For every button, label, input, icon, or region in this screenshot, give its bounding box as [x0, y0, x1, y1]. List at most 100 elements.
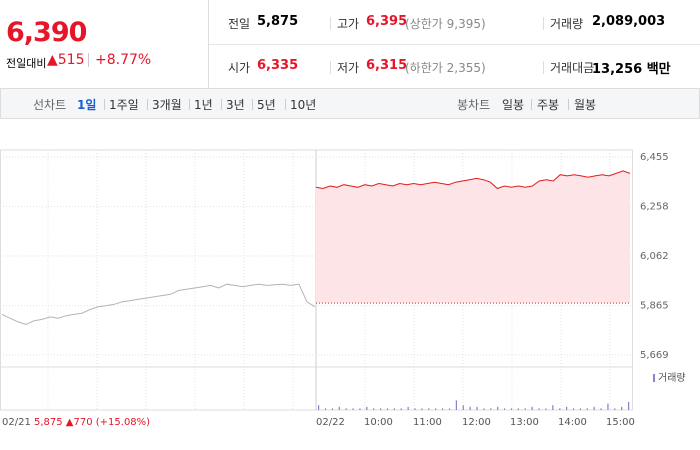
x-tick-label: 15:00 — [606, 417, 635, 428]
tab[interactable]: 10년 — [290, 98, 317, 112]
change: ▲515 — [47, 52, 85, 68]
volume-bar — [380, 408, 382, 410]
x-tick-label: 02/22 — [316, 417, 345, 428]
y-tick-label: 6,258 — [640, 202, 669, 213]
volume-bar — [586, 408, 588, 410]
change-rate: +8.77% — [95, 52, 152, 68]
stat-value: 6,315 — [366, 58, 408, 73]
area — [316, 170, 630, 304]
divider — [543, 61, 544, 74]
volume-bar — [324, 408, 327, 410]
volume-bar — [400, 408, 402, 410]
stat-value: 6,335 — [257, 58, 299, 73]
x-tick-label: 13:00 — [510, 417, 539, 428]
volume-bar — [407, 406, 409, 410]
volume-bar — [345, 408, 347, 410]
volume-bar — [545, 408, 547, 410]
volume-bar — [538, 408, 540, 410]
stat-extra: (상한가 9,395) — [405, 17, 486, 31]
volume-bar — [614, 408, 616, 410]
tab[interactable]: 5년 — [257, 98, 276, 112]
volume-bar — [552, 405, 554, 410]
divider — [543, 17, 544, 30]
volume-bar — [517, 408, 519, 410]
price-box — [0, 0, 209, 88]
stat-label: 거래량 — [550, 17, 584, 31]
tab[interactable]: 월봉 — [574, 98, 597, 112]
divider — [147, 99, 148, 110]
divider — [568, 99, 569, 110]
x-tick-label: 02/21 — [2, 417, 31, 428]
x-tick-label: 14:00 — [558, 417, 587, 428]
tab-label: 봉차트 — [457, 98, 491, 112]
y-tick-label: 5,865 — [640, 301, 669, 312]
tab[interactable]: 일봉 — [502, 98, 525, 112]
divider — [189, 99, 190, 110]
legend-label: 거래량 — [658, 372, 686, 384]
volume-bar — [600, 408, 602, 410]
volume-bar — [628, 402, 630, 410]
volume-bar — [448, 408, 451, 410]
divider — [531, 99, 532, 110]
volume-bar — [559, 408, 561, 410]
stat-value: 5,875 — [257, 14, 299, 29]
volume-bar — [504, 408, 506, 410]
divider — [209, 44, 700, 45]
volume-bar — [366, 406, 368, 410]
volume-bar — [421, 408, 423, 410]
volume-bar — [531, 406, 533, 410]
x-tick-label: 11:00 — [413, 417, 442, 428]
price-line — [315, 170, 631, 190]
divider — [285, 99, 286, 110]
volume-bar — [607, 403, 609, 410]
x-tick-label: 10:00 — [364, 417, 393, 428]
y-tick-label: 6,455 — [640, 152, 669, 163]
stat-value: 13,256 백만 — [592, 62, 671, 77]
stat-extra: (하한가 2,355) — [405, 61, 486, 75]
tab[interactable]: 1년 — [194, 98, 213, 112]
price-line — [1, 283, 316, 326]
tab[interactable]: 3년 — [226, 98, 245, 112]
volume-bar — [442, 408, 444, 410]
volume-bar — [352, 408, 354, 410]
y-tick-label: 5,669 — [640, 350, 669, 361]
stat-label: 거래대금 — [550, 61, 595, 75]
divider — [104, 99, 105, 110]
volume-bar — [386, 408, 389, 410]
x-tick-label: 12:00 — [462, 417, 491, 428]
tab[interactable]: 1일 — [77, 98, 97, 112]
y-tick-label: 6,062 — [640, 251, 669, 262]
divider — [221, 99, 222, 110]
divider — [252, 99, 253, 110]
volume-bar — [476, 406, 478, 410]
legend-swatch — [653, 374, 655, 382]
prev-day-summary: 5,875 ▲770 (+15.08%) — [34, 417, 150, 428]
tab[interactable]: 3개월 — [152, 98, 182, 112]
volume-bar — [435, 408, 437, 410]
price: 6,390 — [6, 17, 87, 48]
volume-bar — [455, 400, 457, 410]
volume-bar — [593, 406, 595, 410]
volume-bar — [469, 406, 471, 410]
divider — [330, 61, 331, 74]
volume-bar — [524, 408, 526, 410]
volume-bar — [338, 406, 340, 410]
divider — [330, 17, 331, 30]
volume-bar — [621, 406, 623, 410]
volume-bar — [318, 405, 320, 410]
tab[interactable]: 주봉 — [537, 98, 560, 112]
volume-bar — [414, 408, 416, 410]
volume-bar — [572, 408, 575, 410]
stat-label: 시가 — [228, 61, 251, 75]
tab-label: 선차트 — [33, 98, 67, 112]
volume-bar — [497, 406, 499, 410]
tab-bar — [0, 88, 700, 119]
volume-bar — [579, 408, 581, 410]
volume-bar — [331, 408, 333, 410]
tab[interactable]: 1주일 — [109, 98, 139, 112]
volume-bar — [490, 408, 492, 410]
volume-bar — [566, 406, 568, 410]
volume-bar — [428, 408, 430, 410]
stat-label: 저가 — [337, 61, 360, 75]
